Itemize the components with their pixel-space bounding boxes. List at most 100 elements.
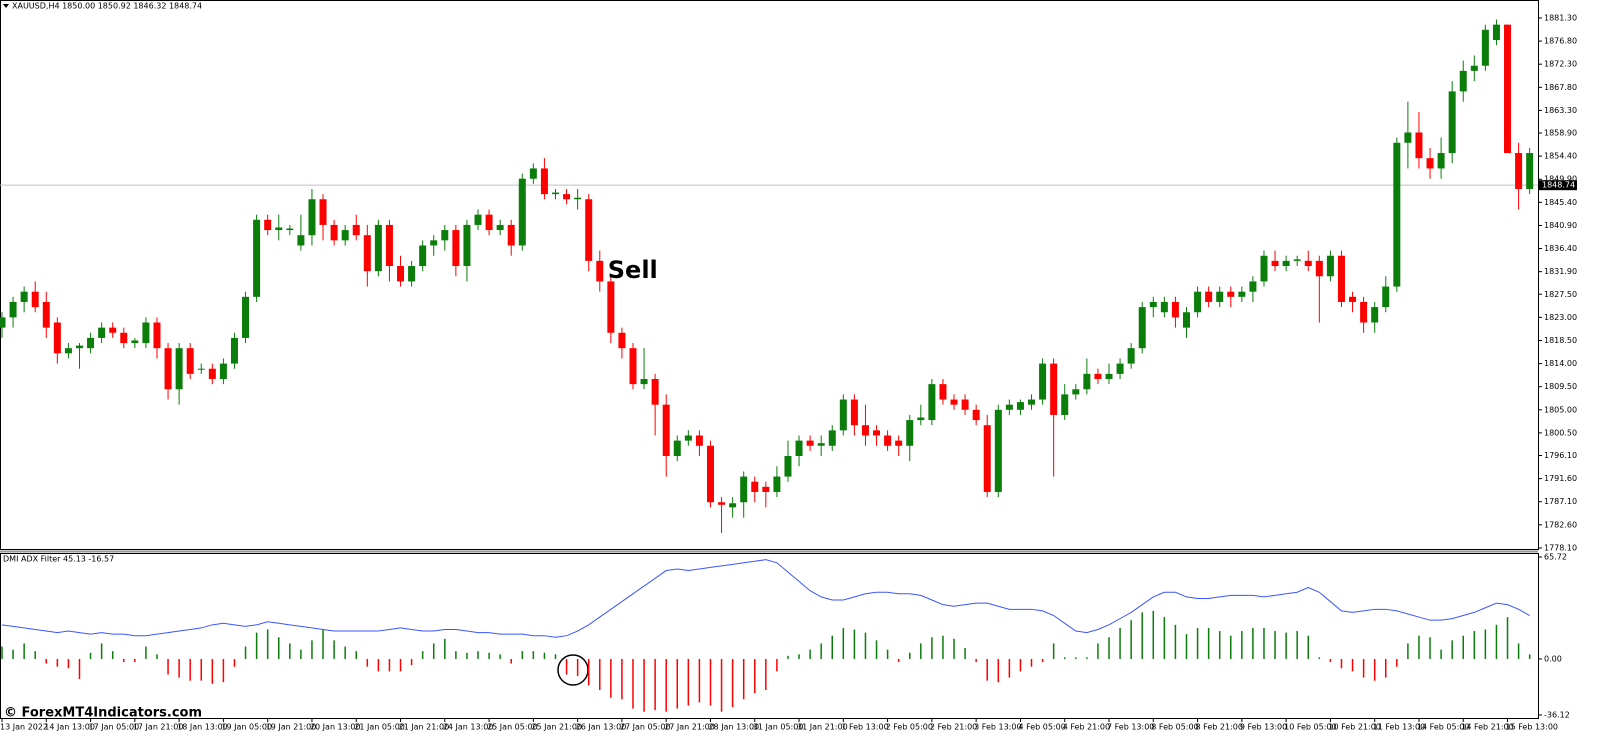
candle-body [1492, 24, 1500, 41]
candle-body [1182, 312, 1190, 328]
x-tick-label: 27 Jan 05:00 [620, 723, 671, 732]
candle-body [994, 409, 1002, 492]
y-tick-label: 1840.90 [1544, 221, 1577, 230]
candle-body [1349, 296, 1357, 302]
candle-body [518, 178, 526, 246]
candle-body [1039, 363, 1047, 400]
candle-body [729, 503, 737, 508]
candle-body [673, 440, 681, 457]
candle-body [1415, 132, 1423, 159]
x-tick-label: 4 Feb 05:00 [1018, 723, 1065, 732]
candle-body [485, 214, 493, 231]
candle-body [1249, 281, 1257, 292]
y-tick-label: 1827.50 [1544, 290, 1577, 299]
candle-body [1282, 260, 1290, 267]
x-tick-label: 2 Feb 21:00 [930, 723, 977, 732]
y-tick-label: 1867.80 [1544, 83, 1577, 92]
x-tick-label: 27 Jan 21:00 [664, 723, 715, 732]
candle-body [208, 368, 216, 379]
x-tick-label: 25 Jan 21:00 [531, 723, 582, 732]
y-tick-label: -36.12 [1544, 711, 1570, 720]
candle-body [1094, 373, 1102, 379]
adx-line [1, 559, 1530, 638]
candle-body [1016, 402, 1024, 410]
candle-body [1127, 348, 1135, 364]
candle-body [828, 430, 836, 446]
candle-body [1083, 373, 1091, 390]
y-tick-label: 1814.00 [1544, 359, 1577, 368]
candle-body [1470, 65, 1478, 71]
candle-body [1105, 373, 1113, 379]
x-tick-label: 8 Feb 05:00 [1151, 723, 1198, 732]
candle-body [1205, 291, 1213, 302]
candle-body [452, 230, 460, 267]
x-tick-label: 17 Jan 21:00 [133, 723, 184, 732]
y-tick-label: 1823.00 [1544, 313, 1577, 322]
candle-body [1138, 307, 1146, 349]
candle-body [264, 219, 272, 231]
candle-body [906, 420, 914, 446]
candle-body [153, 322, 161, 349]
candle-body [972, 409, 980, 421]
x-tick-label: 8 Feb 21:00 [1196, 723, 1243, 732]
candle-body [640, 378, 648, 385]
indicator-title: DMI ADX Filter 45.13 -16.57 [3, 555, 114, 564]
candle-body [740, 476, 748, 503]
candle-body [651, 378, 659, 405]
candle-body [773, 476, 781, 492]
y-tick-label: 1787.10 [1544, 497, 1577, 506]
x-tick-label: 17 Jan 05:00 [89, 723, 140, 732]
candle-body [817, 443, 825, 446]
candle-body [385, 224, 393, 267]
candle-body [474, 214, 482, 225]
annotation: Sell [608, 256, 658, 284]
x-tick-label: 19 Jan 05:00 [221, 723, 272, 732]
candle-body [618, 332, 626, 349]
y-tick-label: 0.00 [1544, 654, 1562, 663]
candle-body [1149, 301, 1157, 308]
candle-body [1504, 24, 1512, 154]
candle-body [164, 348, 172, 390]
x-tick-label: 13 Jan 2022 [0, 723, 48, 732]
candle-body [374, 224, 382, 272]
candle-body [363, 235, 371, 272]
candle-body [175, 348, 183, 390]
candle-body [87, 337, 95, 349]
candle-body [983, 425, 991, 492]
x-tick-label: 26 Jan 13:00 [576, 723, 627, 732]
candle-body [1437, 153, 1445, 169]
candle-body [242, 296, 250, 338]
candle-body [1337, 255, 1345, 302]
candle-body [42, 301, 50, 328]
price-panel-frame [0, 0, 1539, 550]
x-tick-label: 31 Jan 05:00 [753, 723, 804, 732]
y-tick-label: 1845.40 [1544, 198, 1577, 207]
candle-body [430, 240, 438, 246]
x-tick-label: 18 Jan 13:00 [177, 723, 228, 732]
x-tick-label: 14 Feb 21:00 [1461, 723, 1513, 732]
y-tick-label: 1872.30 [1544, 60, 1577, 69]
candle-body [197, 368, 205, 370]
x-tick-label: 25 Jan 05:00 [487, 723, 538, 732]
x-tick-label: 14 Feb 05:00 [1417, 723, 1469, 732]
candle-body [1515, 153, 1523, 189]
current-price-box [1539, 180, 1577, 191]
candle-body [9, 301, 17, 318]
y-tick-label: 1805.00 [1544, 405, 1577, 414]
y-tick-label: 1809.50 [1544, 382, 1577, 391]
y-tick-label: 65.72 [1544, 553, 1567, 562]
x-tick-label: 28 Jan 13:00 [708, 723, 759, 732]
y-tick-label: 1854.40 [1544, 152, 1577, 161]
candle-body [64, 348, 72, 354]
candle-body [850, 399, 858, 426]
candle-body [718, 502, 726, 505]
candle-body [629, 348, 637, 385]
y-tick-label: 1863.30 [1544, 106, 1577, 115]
y-tick-label: 1778.10 [1544, 543, 1577, 552]
candle-body [928, 384, 936, 421]
candle-body [1260, 255, 1268, 282]
candle-body [1448, 91, 1456, 154]
candle-body [939, 384, 947, 400]
candle-body [563, 194, 571, 200]
